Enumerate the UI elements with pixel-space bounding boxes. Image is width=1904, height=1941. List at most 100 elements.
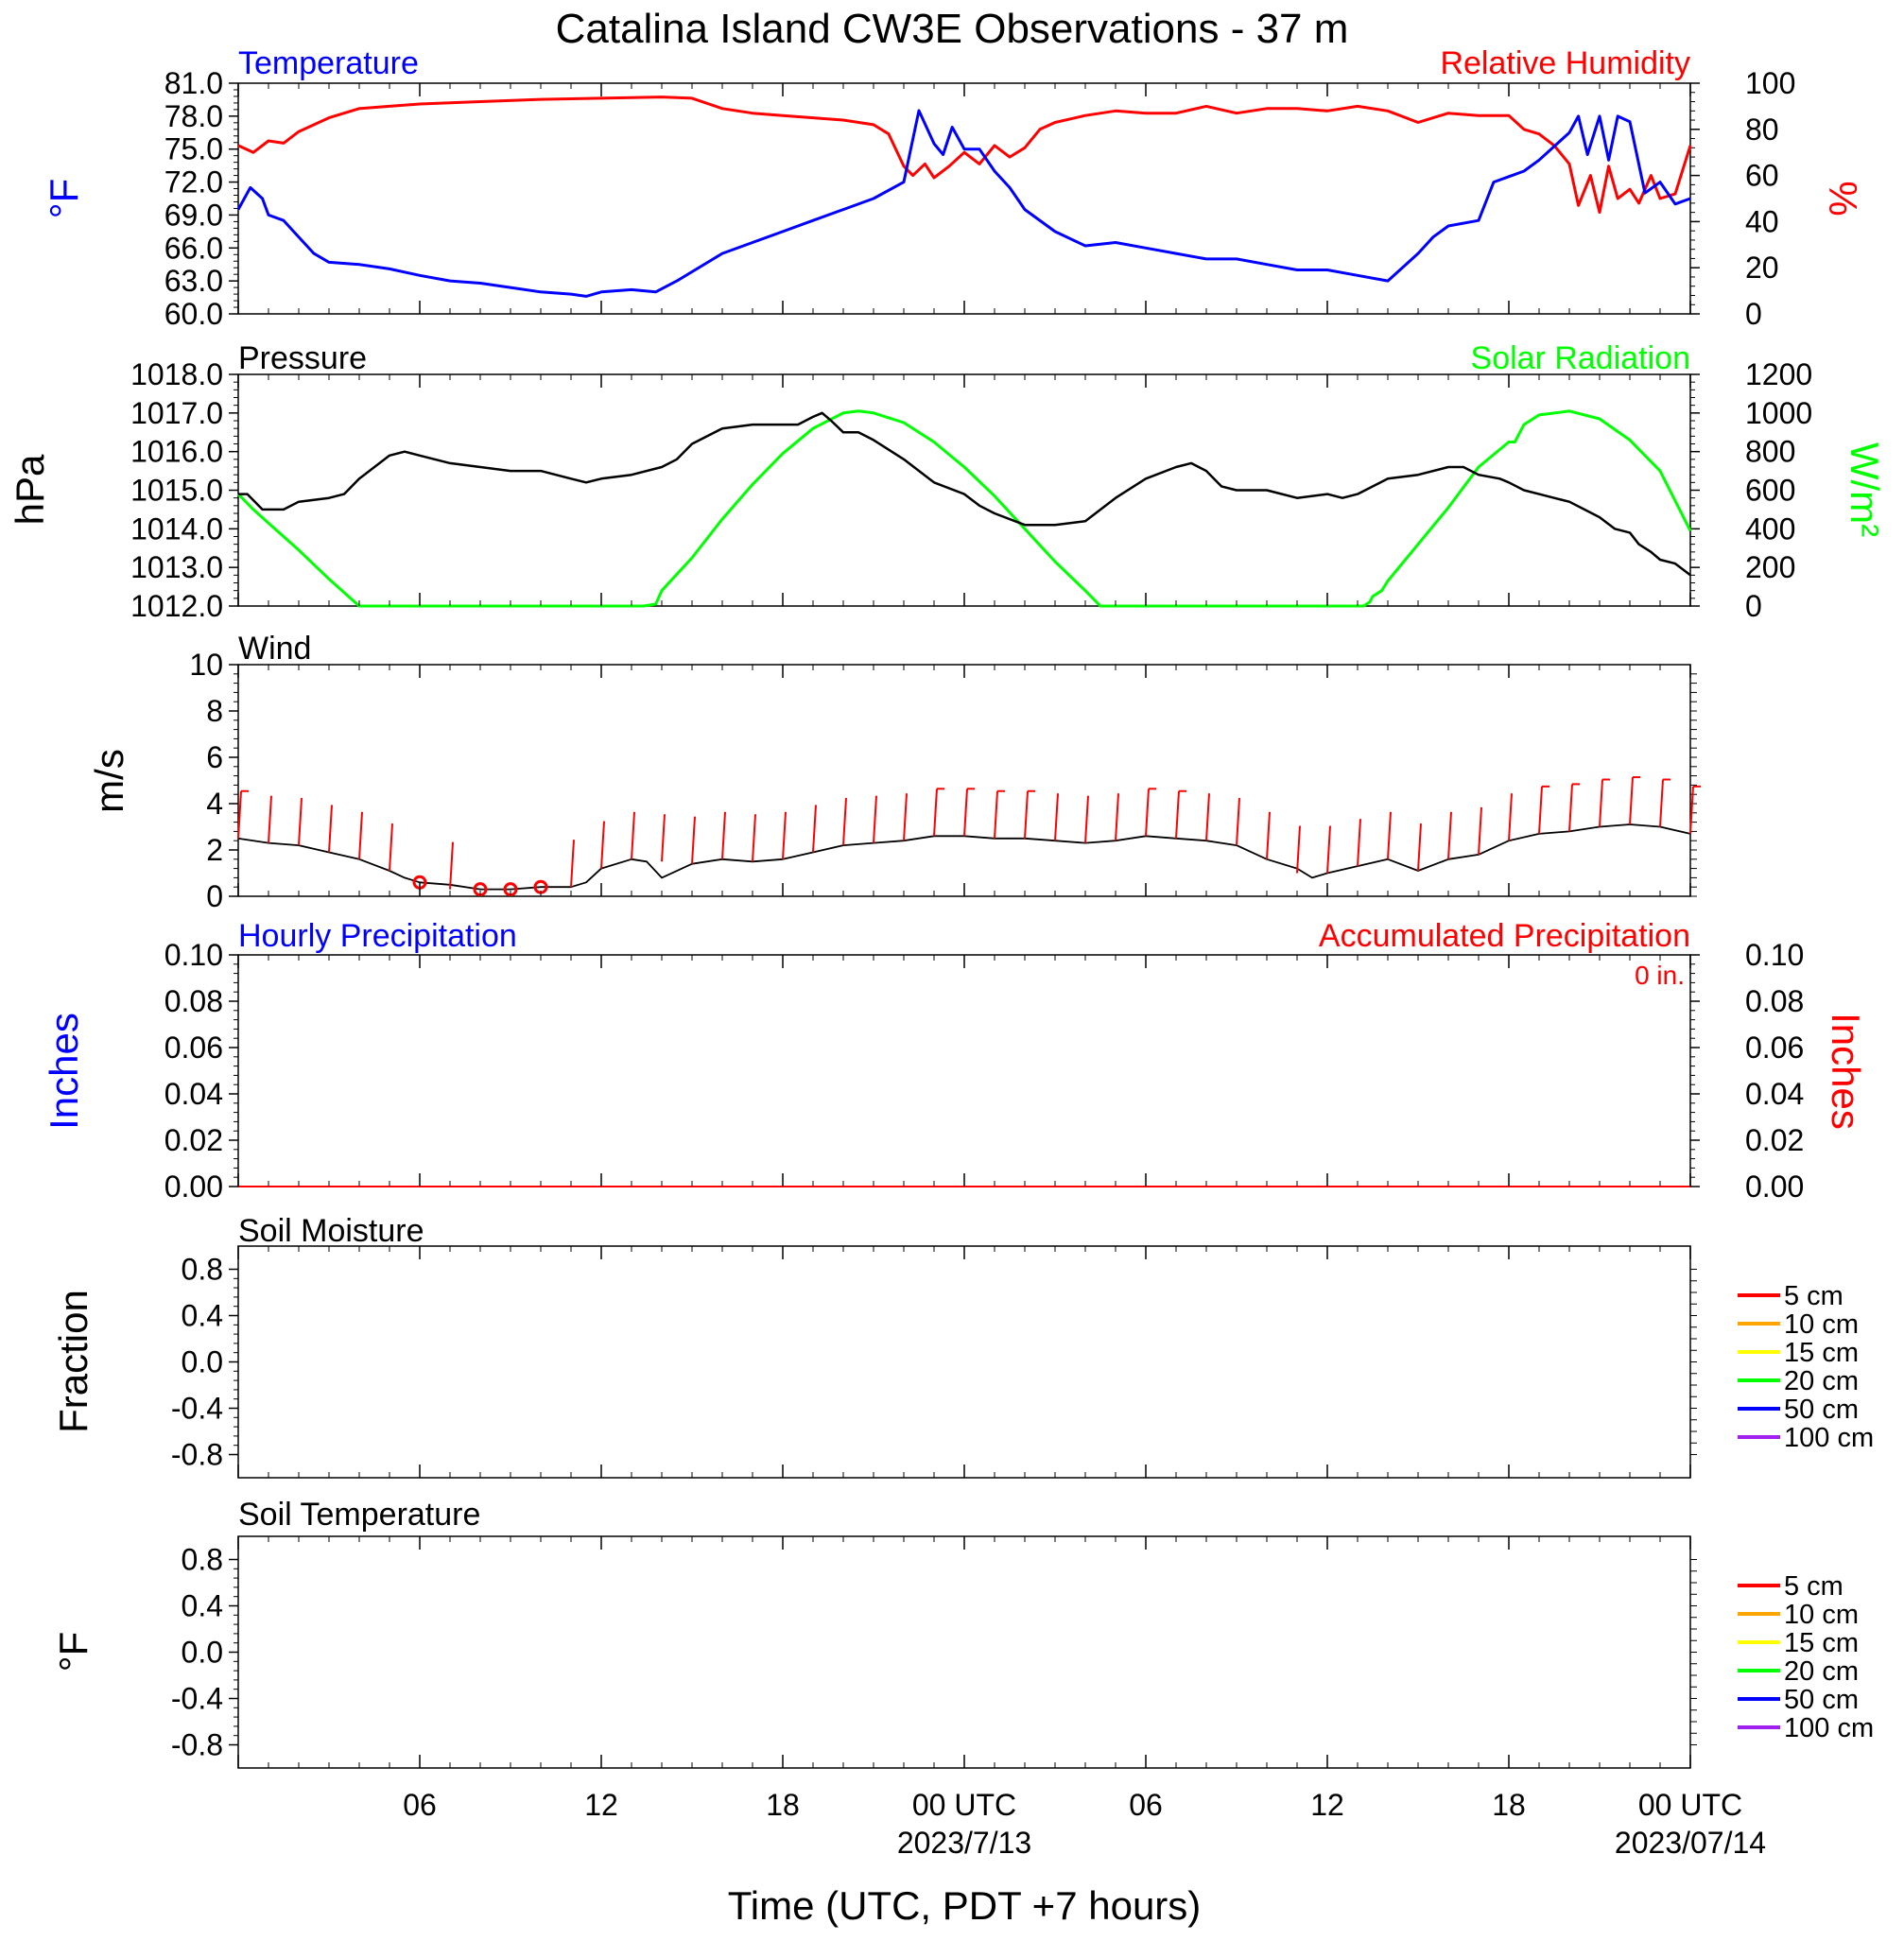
y-tick-label-right: 0.00 [1745,1170,1804,1204]
soil-moisture-unit-label: Fraction [51,1290,95,1433]
y-tick-label: 66.0 [164,231,223,265]
y-tick-label: 0.0 [182,1345,223,1379]
legend-label: 5 cm [1784,1571,1843,1602]
wind-barb [1266,811,1271,859]
y-tick-label: 1012.0 [130,589,223,623]
wind-barb [1447,811,1452,859]
y-tick-label: 60.0 [164,297,223,331]
legend-label: 15 cm [1784,1338,1859,1368]
wind-barb [1659,779,1664,827]
y-tick-label-right: 1000 [1745,396,1812,430]
wind-barb [358,811,363,859]
wind-barb [1175,790,1180,839]
y-tick-label-right: 800 [1745,435,1795,469]
y-tick-label-right: 80 [1745,113,1779,147]
y-tick-label: 0.02 [164,1123,223,1157]
accum-precip-value: 0 in. [1635,961,1685,990]
y-tick-label-right: 0.02 [1745,1123,1804,1157]
y-tick-label: 1016.0 [130,435,223,469]
y-tick-label: 0.00 [164,1170,223,1204]
x-tick-label: 18 [766,1788,800,1822]
y-tick-label-right: 20 [1745,251,1779,285]
wind-barb [328,805,333,853]
y-tick-label-right: 1200 [1745,357,1812,391]
wind-barb [1478,806,1482,855]
y-tick-label: 1015.0 [130,474,223,508]
y-tick-label: 4 [206,787,223,821]
y-tick-label: -0.8 [171,1438,223,1472]
y-tick-label-right: 400 [1745,511,1795,546]
y-tick-label: -0.4 [171,1392,223,1426]
wind-barb [873,795,877,843]
legend-label: 20 cm [1784,1656,1859,1687]
legend-label: 10 cm [1784,1309,1859,1340]
wind-barb [449,841,454,890]
solar-title: Solar Radiation [1471,340,1690,376]
y-tick-label-right: 0.06 [1745,1031,1804,1065]
x-date-label: 2023/7/13 [897,1826,1031,1860]
y-tick-label: 0.0 [182,1636,223,1670]
y-tick-label: 0.8 [182,1543,223,1577]
y-tick-label: 0.8 [182,1253,223,1287]
y-tick-label: 0 [206,879,223,913]
y-tick-label: 10 [189,648,223,682]
wind-barb [1417,823,1422,872]
wind-barb [1145,789,1150,837]
y-tick-label: 1013.0 [130,550,223,584]
wind-panel: Wind m/s 0 2 4 6 8 10 [87,631,1701,913]
wind-barb [1508,793,1513,841]
accum-precip-title: Accumulated Precipitation [1319,918,1690,954]
wind-barb [237,790,242,839]
y-tick-label-right: 40 [1745,204,1779,238]
x-tick-label: 06 [403,1788,437,1822]
legend-label: 10 cm [1784,1600,1859,1630]
wind-barb [1054,793,1059,841]
y-tick-label: 0.06 [164,1031,223,1065]
wind-barb [782,811,787,859]
wind-barb [661,814,666,862]
wind-barb [1538,786,1543,834]
wind-barb [691,816,696,864]
pressure-unit-label: hPa [8,454,52,525]
wind-barb [1689,786,1694,834]
panel-frame [237,664,1691,897]
wind-barb [600,821,605,869]
x-tick-label: 18 [1492,1788,1526,1822]
wind-barb [842,798,847,846]
wind-barb [570,840,575,888]
x-axis-label: Time (UTC, PDT +7 hours) [728,1883,1202,1928]
time-axis-ticks: 06 12 18 00 UTC 2023/7/13 06 12 18 00 UTC 2023/07… [403,1788,1766,1860]
humidity-line [237,95,1692,215]
x-date-label: 2023/07/14 [1615,1826,1766,1860]
wind-unit-label: m/s [87,749,131,813]
legend-label: 5 cm [1784,1281,1843,1311]
legend-label: 100 cm [1784,1423,1874,1453]
soil-temperature-unit-label: °F [51,1632,95,1672]
y-tick-label: 0.08 [164,984,223,1018]
soil-moisture-panel: Soil Moisture Fraction -0.8 -0.4 0.0 0.4 0.8 [51,1213,1697,1479]
temperature-title: Temperature [238,45,419,81]
temperature-humidity-panel: Temperature Relative Humidity °F % 60.06… [42,45,1865,331]
y-tick-label: 72.0 [164,165,223,199]
y-tick-label-right: 0.10 [1745,938,1804,972]
pressure-solar-panel: Pressure Solar Radiation hPa W/m² 1012.0… [8,340,1887,623]
wind-barb [1084,795,1089,843]
y-tick-label: 1014.0 [130,511,223,546]
wind-barb [903,793,908,841]
y-tick-label: 81.0 [164,66,223,100]
wind-barb [1115,793,1119,841]
y-tick-label: 78.0 [164,99,223,133]
wind-barb [963,789,968,837]
legend-label: 15 cm [1784,1628,1859,1658]
y-tick-label-right: 100 [1745,66,1795,100]
y-tick-label: 0.04 [164,1077,223,1111]
y-tick-label: 8 [206,694,223,728]
humidity-unit-label: % [1821,181,1865,216]
y-tick-label-right: 0.04 [1745,1077,1804,1111]
soil-temperature-panel: Soil Temperature °F -0.8 -0.4 0.0 0.4 0.8 [51,1497,1697,1769]
y-tick-label: 0.4 [182,1299,223,1333]
wind-barb [1357,819,1361,867]
wind-barb [721,811,726,859]
wind-barb [389,823,393,872]
